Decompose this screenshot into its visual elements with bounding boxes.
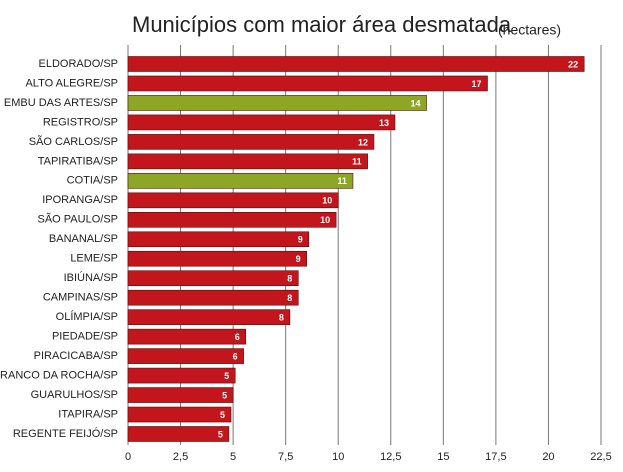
y-tick-label: REGISTRO/SP bbox=[43, 116, 118, 128]
bar bbox=[127, 309, 291, 325]
bar bbox=[127, 348, 244, 364]
bar bbox=[127, 173, 354, 189]
value-label: 5 bbox=[218, 429, 223, 439]
x-tick-label: 15 bbox=[437, 451, 449, 463]
y-tick-label: ITAPIRA/SP bbox=[58, 408, 118, 420]
y-tick-label: TAPIRATIBA/SP bbox=[38, 155, 118, 167]
value-label: 14 bbox=[410, 98, 420, 108]
value-label: 5 bbox=[224, 371, 229, 381]
value-label: 6 bbox=[235, 332, 240, 342]
bar bbox=[127, 426, 230, 442]
value-label: 8 bbox=[279, 313, 284, 323]
y-tick-label: SÃO CARLOS/SP bbox=[29, 135, 118, 148]
y-tick-label: GUARULHOS/SP bbox=[31, 389, 118, 401]
x-tick-label: 12,5 bbox=[380, 451, 401, 463]
bar bbox=[127, 270, 299, 287]
bar bbox=[127, 114, 396, 131]
bar bbox=[127, 153, 368, 170]
value-label: 5 bbox=[220, 410, 225, 420]
bar bbox=[127, 289, 299, 306]
y-tick-label: SÃO PAULO/SP bbox=[38, 213, 119, 226]
y-tick-label: FRANCO DA ROCHA/SP bbox=[0, 369, 118, 381]
bar bbox=[127, 231, 310, 248]
value-label: 13 bbox=[379, 118, 389, 128]
y-tick-label: PIRACICABA/SP bbox=[34, 350, 118, 362]
y-tick-label: REGENTE FEIJÓ/SP bbox=[13, 427, 118, 440]
value-label: 8 bbox=[287, 293, 292, 303]
value-label: 11 bbox=[337, 176, 347, 186]
x-tick-label: 0 bbox=[125, 451, 131, 463]
value-label: 12 bbox=[358, 137, 368, 147]
y-tick-label: PIEDADE/SP bbox=[52, 331, 118, 343]
value-label: 9 bbox=[298, 235, 303, 245]
bar bbox=[127, 56, 585, 72]
bar bbox=[127, 95, 427, 111]
value-label: 5 bbox=[222, 390, 227, 400]
y-tick-label: IBIÚNA/SP bbox=[64, 271, 118, 284]
y-tick-label: EMBU DAS ARTES/SP bbox=[4, 97, 118, 109]
value-label: 17 bbox=[471, 79, 481, 89]
bar bbox=[127, 211, 337, 228]
y-tick-label: CAMPINAS/SP bbox=[43, 292, 118, 304]
x-tick-label: 20 bbox=[542, 451, 554, 463]
value-label: 10 bbox=[320, 215, 330, 225]
bar bbox=[127, 134, 375, 150]
y-tick-label: LEME/SP bbox=[70, 253, 118, 265]
y-tick-label: BANANAL/SP bbox=[49, 233, 118, 245]
x-tick-label: 5 bbox=[230, 451, 236, 463]
chart-title: Municípios com maior área desmatada bbox=[132, 12, 512, 37]
value-label: 8 bbox=[287, 274, 292, 284]
y-tick-label: IPORANGA/SP bbox=[42, 194, 118, 206]
x-tick-label: 10 bbox=[332, 451, 344, 463]
value-label: 22 bbox=[568, 59, 578, 69]
chart-subtitle: (hectares) bbox=[498, 22, 561, 38]
bar bbox=[127, 192, 339, 209]
y-tick-label: ELDORADO/SP bbox=[39, 58, 118, 70]
x-tick-label: 17,5 bbox=[485, 451, 506, 463]
value-label: 9 bbox=[296, 254, 301, 264]
value-label: 11 bbox=[352, 157, 362, 167]
value-label: 10 bbox=[322, 196, 332, 206]
bar bbox=[127, 75, 488, 92]
x-tick-label: 7,5 bbox=[278, 451, 293, 463]
bar bbox=[127, 328, 247, 345]
bar bbox=[127, 387, 234, 403]
bar bbox=[127, 367, 236, 384]
x-tick-label: 22,5 bbox=[590, 451, 611, 463]
y-tick-label: OLÍMPIA/SP bbox=[56, 310, 118, 323]
bar bbox=[127, 406, 232, 423]
x-tick-label: 2,5 bbox=[173, 451, 188, 463]
y-tick-label: COTIA/SP bbox=[67, 175, 118, 187]
y-tick-label: ALTO ALEGRE/SP bbox=[25, 77, 118, 89]
value-label: 6 bbox=[233, 351, 238, 361]
bar bbox=[127, 250, 307, 267]
